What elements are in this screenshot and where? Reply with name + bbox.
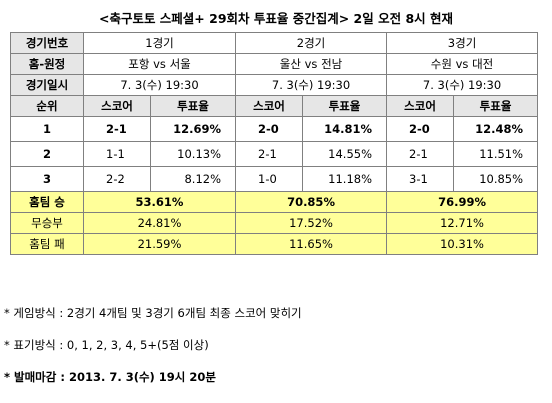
score-cell: 2-1 bbox=[235, 141, 304, 167]
game-3-away-team: 대전 bbox=[472, 57, 494, 71]
table-row: 3 2-2 8.12% 1-0 11.18% 3-1 10.85% bbox=[10, 166, 539, 192]
table-row: 순위 스코어 투표율 스코어 투표율 스코어 투표율 bbox=[10, 95, 539, 117]
table-row: 홈팀 패 21.59% 11.65% 10.31% bbox=[10, 233, 539, 255]
game-2-home-loss: 11.65% bbox=[235, 233, 388, 255]
game-2-datetime: 7. 3(수) 19:30 bbox=[235, 74, 388, 96]
vote-rate-cell: 11.18% bbox=[302, 166, 388, 192]
game-3-teams: 수원 vs 대전 bbox=[386, 53, 539, 75]
vote-rate-cell: 12.69% bbox=[149, 116, 237, 142]
vote-rate-cell: 10.85% bbox=[453, 166, 539, 192]
table-row: 1 2-1 12.69% 2-0 14.81% 2-0 12.48% bbox=[10, 116, 539, 142]
game-2-home-team: 울산 bbox=[279, 57, 301, 71]
note-sales-deadline: * 발매마감 : 2013. 7. 3(수) 19시 20분 bbox=[4, 370, 216, 384]
game-1-teams: 포항 vs 서울 bbox=[82, 53, 237, 75]
game-1-away-team: 서울 bbox=[169, 57, 191, 71]
vote-rate-cell: 8.12% bbox=[149, 166, 237, 192]
rank-number: 2 bbox=[10, 141, 84, 167]
rank-number: 3 bbox=[10, 166, 84, 192]
game-3-home-team: 수원 bbox=[430, 57, 452, 71]
note-game-method: * 게임방식 : 2경기 4개팀 및 3경기 6개팀 최종 스코어 맞히기 bbox=[4, 306, 302, 320]
col-header-rank: 순위 bbox=[10, 95, 84, 117]
row-label-home-away: 홈-원정 bbox=[10, 53, 84, 75]
col-header-vote-rate: 투표율 bbox=[302, 95, 388, 117]
note-notation: * 표기방식 : 0, 1, 2, 3, 4, 5+(5점 이상) bbox=[4, 338, 209, 352]
game-3-number: 3경기 bbox=[386, 32, 539, 54]
score-cell: 2-2 bbox=[83, 166, 151, 192]
table-row: 2 1-1 10.13% 2-1 14.55% 2-1 11.51% bbox=[10, 141, 539, 167]
row-label-draw: 무승부 bbox=[10, 212, 84, 234]
game-3-home-win: 76.99% bbox=[386, 191, 539, 213]
row-label-game-no: 경기번호 bbox=[10, 32, 84, 54]
game-1-number: 1경기 bbox=[82, 32, 237, 54]
col-header-vote-rate: 투표율 bbox=[149, 95, 237, 117]
page-title: <축구토토 스페셜+ 29회차 투표율 중간집계> 2일 오전 8시 현재 bbox=[98, 11, 454, 26]
game-1-home-win: 53.61% bbox=[82, 191, 237, 213]
vote-rate-cell: 11.51% bbox=[453, 141, 539, 167]
col-header-score: 스코어 bbox=[235, 95, 304, 117]
vote-rate-cell: 10.13% bbox=[149, 141, 237, 167]
row-label-home-win: 홈팀 승 bbox=[10, 191, 84, 213]
game-1-vs: vs bbox=[153, 57, 166, 71]
vote-rate-table: 경기번호 1경기 2경기 3경기 홈-원정 포항 vs 서울 울산 vs 전남 … bbox=[10, 32, 539, 255]
game-2-away-team: 전남 bbox=[321, 57, 343, 71]
score-cell: 2-0 bbox=[235, 116, 304, 142]
score-cell: 2-1 bbox=[386, 141, 455, 167]
game-2-teams: 울산 vs 전남 bbox=[235, 53, 388, 75]
game-2-draw: 17.52% bbox=[235, 212, 388, 234]
col-header-score: 스코어 bbox=[386, 95, 455, 117]
col-header-score: 스코어 bbox=[83, 95, 151, 117]
col-header-vote-rate: 투표율 bbox=[453, 95, 539, 117]
score-cell: 2-1 bbox=[83, 116, 151, 142]
table-row: 경기일시 7. 3(수) 19:30 7. 3(수) 19:30 7. 3(수)… bbox=[10, 74, 539, 96]
game-1-datetime: 7. 3(수) 19:30 bbox=[82, 74, 237, 96]
game-2-vs: vs bbox=[304, 57, 318, 71]
game-3-home-loss: 10.31% bbox=[386, 233, 539, 255]
score-cell: 3-1 bbox=[386, 166, 455, 192]
vote-rate-cell: 14.55% bbox=[302, 141, 388, 167]
game-3-datetime: 7. 3(수) 19:30 bbox=[386, 74, 539, 96]
game-2-home-win: 70.85% bbox=[235, 191, 388, 213]
table-row: 경기번호 1경기 2경기 3경기 bbox=[10, 32, 539, 54]
score-cell: 1-0 bbox=[235, 166, 304, 192]
row-label-home-loss: 홈팀 패 bbox=[10, 233, 84, 255]
vote-rate-cell: 14.81% bbox=[302, 116, 388, 142]
game-1-home-loss: 21.59% bbox=[82, 233, 237, 255]
game-3-vs: vs bbox=[455, 57, 469, 71]
game-1-home-team: 포항 bbox=[128, 57, 150, 71]
game-2-number: 2경기 bbox=[235, 32, 388, 54]
table-row: 무승부 24.81% 17.52% 12.71% bbox=[10, 212, 539, 234]
vote-rate-cell: 12.48% bbox=[453, 116, 539, 142]
game-1-draw: 24.81% bbox=[82, 212, 237, 234]
game-3-draw: 12.71% bbox=[386, 212, 539, 234]
row-label-game-time: 경기일시 bbox=[10, 74, 84, 96]
table-row: 홈-원정 포항 vs 서울 울산 vs 전남 수원 vs 대전 bbox=[10, 53, 539, 75]
rank-number: 1 bbox=[10, 116, 84, 142]
score-cell: 1-1 bbox=[83, 141, 151, 167]
score-cell: 2-0 bbox=[386, 116, 455, 142]
table-row: 홈팀 승 53.61% 70.85% 76.99% bbox=[10, 191, 539, 213]
